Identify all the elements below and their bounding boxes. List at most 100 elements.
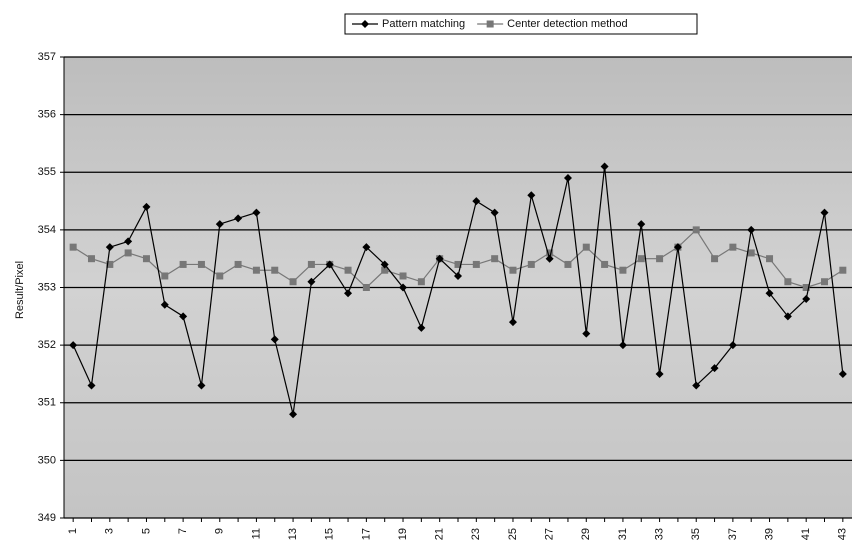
marker bbox=[472, 197, 481, 206]
x-tick-label: 9 bbox=[214, 528, 226, 534]
x-tick-label: 19 bbox=[397, 528, 409, 540]
marker bbox=[399, 283, 408, 292]
legend bbox=[344, 13, 698, 35]
y-tick-label: 357 bbox=[38, 51, 56, 63]
marker bbox=[380, 260, 389, 269]
marker bbox=[454, 260, 462, 268]
x-tick-label: 43 bbox=[837, 528, 849, 540]
marker bbox=[161, 272, 169, 280]
marker bbox=[582, 243, 590, 251]
x-tick-label: 27 bbox=[544, 528, 556, 540]
marker bbox=[765, 289, 774, 298]
marker bbox=[325, 260, 334, 269]
x-tick-label: 5 bbox=[140, 528, 152, 534]
marker bbox=[527, 191, 536, 200]
x-tick-label: 41 bbox=[800, 528, 812, 540]
marker bbox=[307, 277, 316, 286]
y-tick-label: 352 bbox=[38, 339, 56, 351]
marker bbox=[821, 278, 829, 286]
marker bbox=[508, 318, 517, 327]
marker bbox=[417, 278, 425, 286]
marker bbox=[486, 20, 494, 28]
marker bbox=[215, 220, 224, 229]
marker bbox=[563, 174, 572, 183]
marker bbox=[142, 255, 150, 263]
x-tick-label: 29 bbox=[580, 528, 592, 540]
marker bbox=[362, 284, 370, 291]
marker bbox=[490, 208, 499, 217]
marker bbox=[69, 341, 78, 350]
y-tick-label: 351 bbox=[38, 397, 56, 409]
marker bbox=[637, 255, 645, 263]
x-tick-label: 7 bbox=[177, 528, 189, 534]
marker bbox=[637, 220, 646, 229]
marker bbox=[820, 208, 829, 217]
marker bbox=[710, 364, 719, 373]
marker bbox=[784, 278, 792, 286]
marker bbox=[454, 271, 462, 280]
y-axis-label: Result/Pixel bbox=[14, 261, 26, 319]
marker bbox=[307, 260, 315, 268]
x-tick-label: 21 bbox=[434, 528, 446, 540]
marker bbox=[692, 226, 700, 234]
marker bbox=[673, 243, 682, 252]
marker bbox=[692, 381, 701, 390]
marker bbox=[252, 266, 260, 274]
x-tick-label: 3 bbox=[104, 528, 116, 534]
marker bbox=[344, 266, 352, 274]
marker bbox=[728, 341, 737, 350]
x-tick-label: 15 bbox=[324, 528, 336, 540]
marker bbox=[509, 266, 517, 274]
marker bbox=[252, 208, 261, 217]
marker bbox=[105, 243, 114, 252]
marker bbox=[766, 255, 774, 263]
y-tick-label: 349 bbox=[38, 512, 56, 524]
marker bbox=[729, 243, 737, 251]
y-tick-label: 356 bbox=[38, 109, 56, 121]
x-tick-label: 33 bbox=[653, 528, 665, 540]
marker bbox=[656, 255, 664, 263]
marker bbox=[142, 202, 151, 211]
marker bbox=[289, 410, 298, 419]
marker bbox=[838, 369, 847, 378]
marker bbox=[69, 243, 77, 251]
marker bbox=[179, 260, 187, 268]
x-tick-label: 17 bbox=[360, 528, 372, 540]
marker bbox=[839, 266, 847, 274]
marker bbox=[289, 278, 297, 286]
marker bbox=[582, 329, 591, 338]
legend-label: Pattern matching bbox=[382, 18, 465, 30]
marker bbox=[546, 249, 554, 257]
x-tick-label: 31 bbox=[617, 528, 629, 540]
x-tick-label: 13 bbox=[287, 528, 299, 540]
marker bbox=[197, 381, 206, 390]
marker bbox=[160, 300, 169, 309]
marker bbox=[802, 295, 811, 304]
marker bbox=[527, 260, 535, 268]
marker bbox=[600, 162, 609, 171]
marker bbox=[747, 249, 755, 257]
y-tick-label: 354 bbox=[38, 224, 56, 236]
marker bbox=[270, 335, 279, 344]
marker bbox=[491, 255, 499, 263]
marker bbox=[87, 381, 96, 390]
marker bbox=[106, 260, 114, 268]
y-tick-label: 355 bbox=[38, 166, 56, 178]
marker bbox=[601, 260, 609, 268]
marker bbox=[124, 237, 133, 246]
marker bbox=[179, 312, 188, 321]
y-tick-label: 350 bbox=[38, 454, 56, 466]
marker bbox=[362, 243, 371, 252]
marker bbox=[417, 323, 426, 332]
marker bbox=[124, 249, 132, 257]
marker bbox=[472, 260, 480, 268]
x-tick-label: 11 bbox=[250, 528, 262, 539]
marker bbox=[271, 266, 279, 274]
marker bbox=[545, 254, 554, 263]
marker bbox=[435, 254, 444, 263]
marker bbox=[618, 341, 627, 350]
marker bbox=[361, 20, 369, 28]
y-tick-label: 353 bbox=[38, 281, 56, 293]
marker bbox=[344, 289, 353, 298]
